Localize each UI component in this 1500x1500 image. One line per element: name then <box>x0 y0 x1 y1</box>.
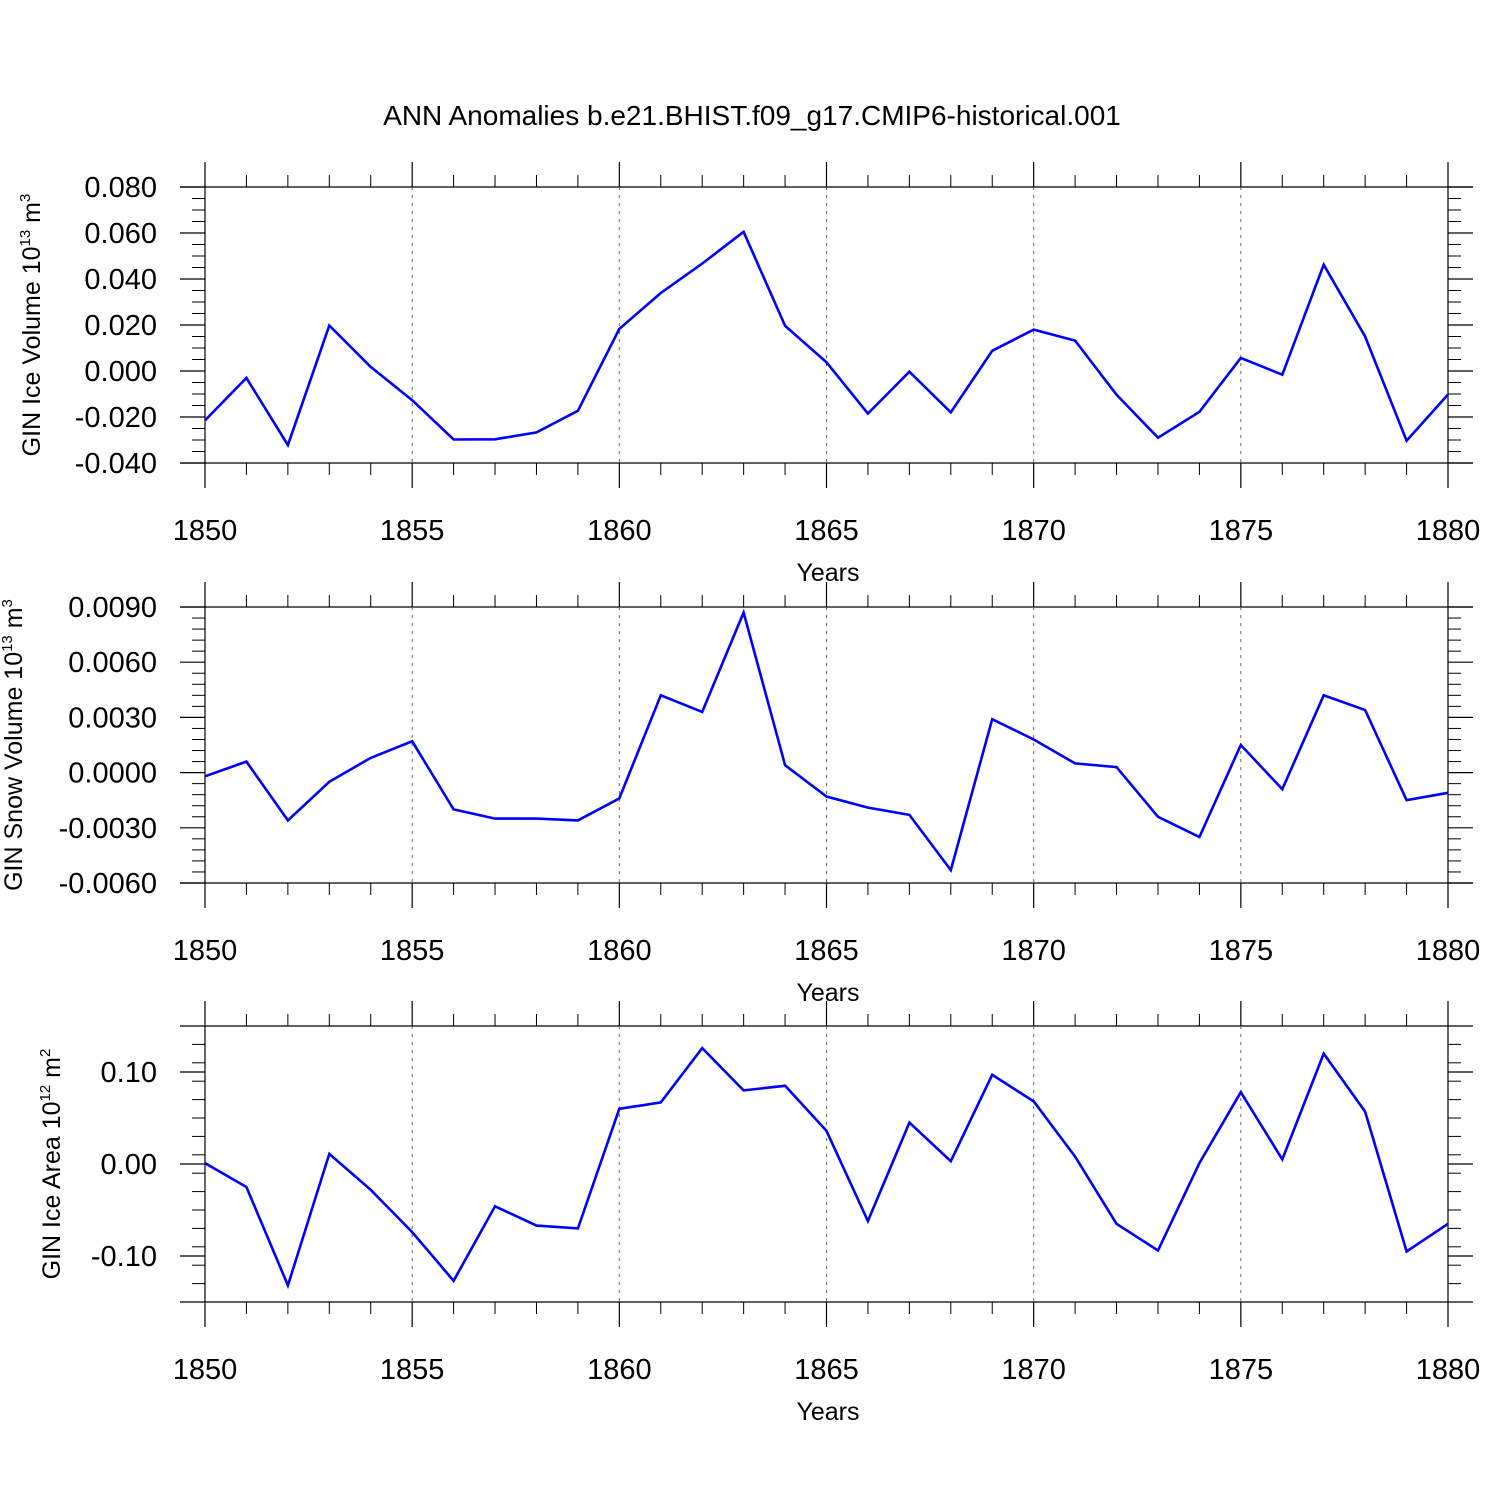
y-tick-label: 0.080 <box>84 172 157 204</box>
panels-group: 0.080 0.060 0.040 0.020 0.000 -0.020 -0.040 185… <box>0 162 1480 1426</box>
x-tick-label: 1875 <box>1209 1354 1274 1386</box>
x-tick-label: 1850 <box>173 935 238 967</box>
y-tick-label: -0.040 <box>75 448 157 480</box>
y-tick-label: 0.0090 <box>68 592 157 624</box>
y-tick-label: 0.0030 <box>68 702 157 734</box>
y-tick-label: 0.00 <box>101 1149 157 1181</box>
x-tick-label: 1860 <box>587 935 652 967</box>
x-tick-label: 1860 <box>587 515 652 547</box>
x-tick-label: 1860 <box>587 1354 652 1386</box>
x-axis-label: Years <box>796 1398 859 1426</box>
x-tick-label: 1870 <box>1001 1354 1066 1386</box>
x-tick-label: 1875 <box>1209 935 1274 967</box>
y-tick-label: 0.0000 <box>68 758 157 790</box>
x-tick-label: 1855 <box>380 1354 445 1386</box>
y-axis-label: GIN Snow Volume 1013 m3 <box>0 599 28 891</box>
y-tick-label: 0.10 <box>101 1057 157 1089</box>
y-axis-label: GIN Ice Volume 1013 m3 <box>17 194 46 457</box>
x-tick-label: 1870 <box>1001 935 1066 967</box>
y-axis-label: GIN Ice Area 1012 m2 <box>37 1049 66 1280</box>
series-line <box>204 1046 1449 1290</box>
y-tick-label: -0.0030 <box>59 813 157 845</box>
x-tick-label: 1850 <box>173 1354 238 1386</box>
y-tick-label: 0.0060 <box>68 647 157 679</box>
x-tick-label: 1865 <box>794 935 859 967</box>
x-tick-label: 1880 <box>1416 515 1481 547</box>
x-axis-label: Years <box>796 559 859 587</box>
x-tick-label: 1855 <box>380 935 445 967</box>
x-tick-label: 1870 <box>1001 515 1066 547</box>
x-axis-label: Years <box>796 979 859 1007</box>
x-tick-label: 1875 <box>1209 515 1274 547</box>
x-tick-label: 1855 <box>380 515 445 547</box>
panel-2: 0.0090 0.0060 0.0030 0.0000 -0.0030 -0.0060 18… <box>0 582 1480 1007</box>
y-tick-label: 0.040 <box>84 264 157 296</box>
y-tick-label: 0.000 <box>84 356 157 388</box>
y-tick-label: 0.060 <box>84 218 157 250</box>
y-tick-label: -0.020 <box>75 402 157 434</box>
panel-3: 0.10 0.00 -0.10 1850 1855 1860 1865 1870 1875 188… <box>37 1001 1480 1426</box>
panel-1: 0.080 0.060 0.040 0.020 0.000 -0.020 -0.040 185… <box>17 162 1480 587</box>
x-tick-label: 1880 <box>1416 1354 1481 1386</box>
x-tick-label: 1865 <box>794 1354 859 1386</box>
x-tick-label: 1880 <box>1416 935 1481 967</box>
y-tick-label: 0.020 <box>84 310 157 342</box>
x-tick-label: 1850 <box>173 515 238 547</box>
series-line <box>204 608 1449 874</box>
chart-title: ANN Anomalies b.e21.BHIST.f09_g17.CMIP6-… <box>383 100 1121 131</box>
x-tick-label: 1865 <box>794 515 859 547</box>
y-tick-label: -0.10 <box>91 1241 157 1273</box>
series-line <box>204 229 1449 449</box>
y-tick-label: -0.0060 <box>59 868 157 900</box>
